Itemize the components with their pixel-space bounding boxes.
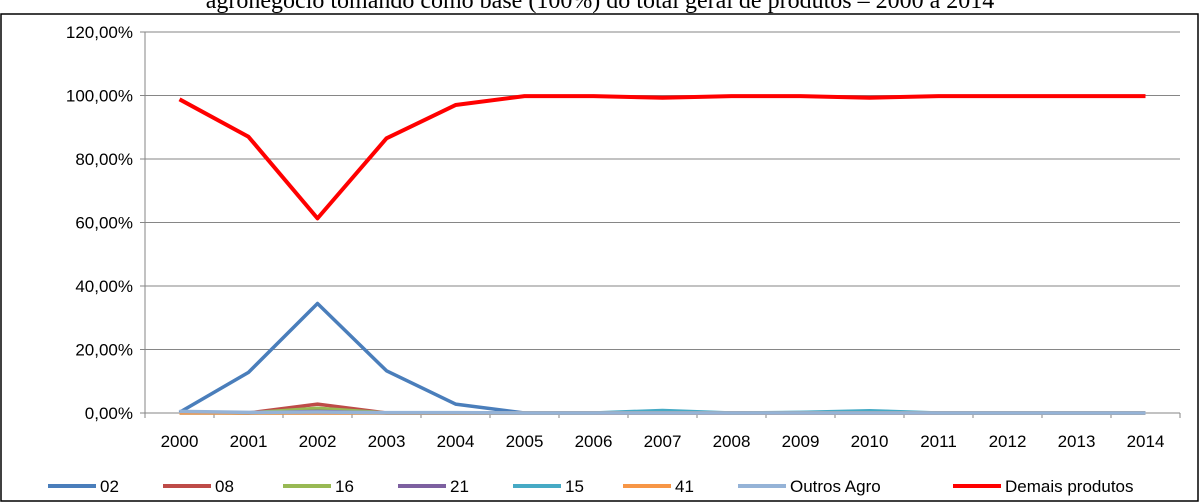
y-tick-label: 100,00% <box>66 87 133 106</box>
series-line <box>178 94 1146 221</box>
x-tick-label: 2008 <box>713 432 751 451</box>
x-tick-label: 2014 <box>1127 432 1165 451</box>
x-tick-label: 2000 <box>161 432 199 451</box>
y-tick-label: 20,00% <box>75 341 133 360</box>
y-tick-label: 120,00% <box>66 23 133 42</box>
x-tick-label: 2013 <box>1058 432 1096 451</box>
legend-label: 02 <box>100 477 119 496</box>
x-tick-label: 2002 <box>299 432 337 451</box>
chart-title: agronegócio tomando como base (100%) do … <box>206 0 994 14</box>
legend-label: 08 <box>215 477 234 496</box>
y-tick-label: 80,00% <box>75 150 133 169</box>
legend-label: Demais produtos <box>1005 477 1134 496</box>
x-tick-label: 2005 <box>506 432 544 451</box>
x-tick-label: 2003 <box>368 432 406 451</box>
x-tick-label: 2006 <box>575 432 613 451</box>
x-tick-label: 2004 <box>437 432 475 451</box>
legend-label: 15 <box>565 477 584 496</box>
legend-label: 41 <box>675 477 694 496</box>
x-tick-label: 2007 <box>644 432 682 451</box>
x-tick-label: 2001 <box>230 432 268 451</box>
legend-label: 21 <box>450 477 469 496</box>
y-tick-label: 0,00% <box>85 404 133 423</box>
x-tick-label: 2011 <box>920 432 957 451</box>
series-line <box>178 301 1146 415</box>
y-tick-label: 40,00% <box>75 277 133 296</box>
x-tick-label: 2009 <box>782 432 820 451</box>
y-tick-label: 60,00% <box>75 214 133 233</box>
legend-label: Outros Agro <box>790 477 881 496</box>
series-line <box>179 409 1146 415</box>
chart-frame <box>0 13 1199 502</box>
x-tick-label: 2012 <box>989 432 1027 451</box>
legend-label: 16 <box>335 477 354 496</box>
x-tick-label: 2010 <box>851 432 889 451</box>
